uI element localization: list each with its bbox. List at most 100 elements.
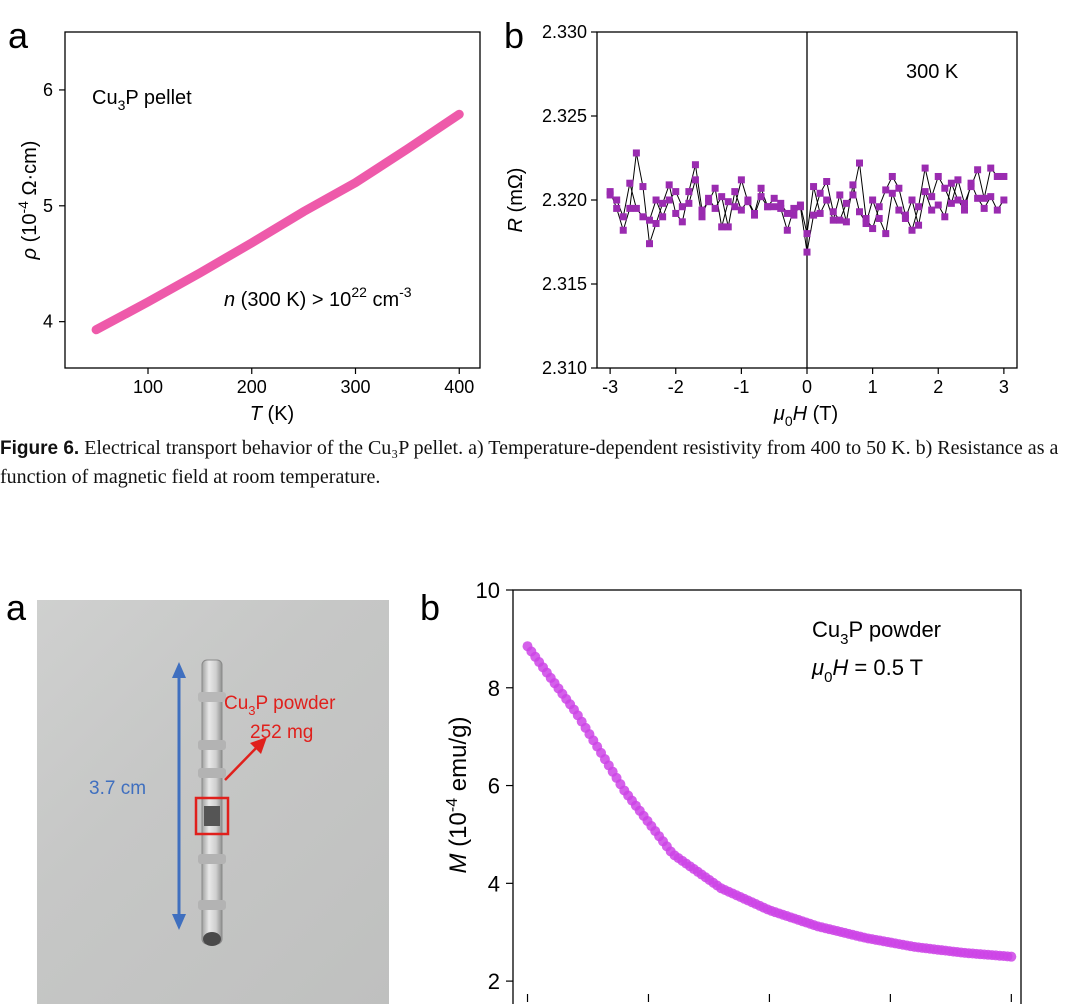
fig6b-data-point xyxy=(770,203,778,211)
fig6b-data-point xyxy=(731,188,739,196)
fig6b-data-point xyxy=(810,183,818,191)
fig6b-data-point xyxy=(737,176,745,184)
fig6b-data-point xyxy=(770,194,778,202)
fig7b-y-tick-label: 10 xyxy=(476,578,500,603)
fig6b-data-point xyxy=(816,189,824,197)
fig6b-data-point xyxy=(974,194,982,202)
fig6b-y-tick-label: 2.325 xyxy=(542,106,587,126)
fig6a-x-tick-label: 100 xyxy=(133,377,163,397)
fig6b-data-point xyxy=(810,211,818,219)
fig6-panel-a-letter: a xyxy=(8,15,29,56)
fig6b-chart: -3 -2 -1 0 1 2 3 2.310 2.315 2.320 2.325 2.330 300… xyxy=(505,22,1018,429)
fig7b-y-tick-label: 4 xyxy=(488,871,500,896)
fig6a-y-tick-label: 5 xyxy=(43,196,53,216)
fig6a-x-tick-label: 400 xyxy=(444,377,474,397)
fig6a-x-tick-label: 200 xyxy=(237,377,267,397)
fig6b-y-tick-label: 2.330 xyxy=(542,22,587,42)
fig6b-data-point xyxy=(685,199,693,207)
scale-label: 3.7 cm xyxy=(89,778,146,799)
fig6b-data-point xyxy=(777,199,785,207)
fig6b-data-point xyxy=(895,206,903,214)
fig7b-y-tick-label: 2 xyxy=(488,969,500,994)
fig7b-y-axis-label: M (10-4 emu/g) xyxy=(444,717,472,874)
fig6b-data-point xyxy=(705,194,713,202)
fig7b-chart: 2 4 6 8 10 Cu3P powder μ0H = 0.5 T M (10-4 e… xyxy=(444,578,1022,1004)
straw-clip xyxy=(198,740,226,750)
fig6b-data-point xyxy=(672,188,680,196)
fig6b-data-point xyxy=(724,198,732,206)
fig6b-x-tick-label: 3 xyxy=(999,377,1009,397)
fig6b-x-tick-label: -3 xyxy=(602,377,618,397)
fig6b-annotation-temperature: 300 K xyxy=(906,61,959,83)
fig6b-x-tick-label: 1 xyxy=(868,377,878,397)
fig6b-data-point xyxy=(737,206,745,214)
fig6a-resistivity-line xyxy=(91,109,464,335)
fig6b-data-point xyxy=(967,179,975,187)
fig7-panel-b-letter: b xyxy=(420,587,440,628)
fig6b-data-point xyxy=(678,203,686,211)
fig6b-data-point xyxy=(751,209,758,217)
fig6b-data-point xyxy=(816,209,824,217)
fig6b-data-point xyxy=(744,196,752,204)
fig6b-y-tick-label: 2.315 xyxy=(542,274,587,294)
fig6b-data-point xyxy=(862,220,870,228)
straw-end-cap xyxy=(203,932,221,946)
fig6b-data-point xyxy=(783,226,791,234)
scale-arrow-head-top xyxy=(172,662,186,678)
fig6a-y-axis-label: ρ (10-4 Ω·cm) xyxy=(15,141,41,261)
fig6b-y-tick-label: 2.320 xyxy=(542,190,587,210)
fig6b-data-point xyxy=(908,226,916,234)
fig6b-data-point xyxy=(974,166,982,174)
fig6b-data-point xyxy=(980,194,988,202)
fig6b-x-tick-label: -1 xyxy=(733,377,749,397)
fig6b-data-point xyxy=(757,193,765,201)
fig6b-data-point xyxy=(659,199,667,207)
fig6b-data-point xyxy=(665,181,673,189)
fig6b-data-point xyxy=(613,196,621,204)
fig6a-plot-frame xyxy=(64,31,481,369)
fig6b-x-tick-label: 0 xyxy=(802,377,812,397)
fig6b-data-point xyxy=(698,206,706,214)
fig6b-data-point xyxy=(691,161,699,169)
fig6b-data-point xyxy=(691,176,699,184)
fig6b-data-point xyxy=(888,172,896,180)
fig6b-x-tick-label: -2 xyxy=(668,377,684,397)
fig6b-y-axis-label: R (mΩ) xyxy=(505,168,527,233)
fig6b-data-point xyxy=(764,203,772,211)
fig6b-data-point xyxy=(947,199,955,207)
fig6b-data-point xyxy=(829,208,837,216)
fig6b-data-point xyxy=(685,188,693,196)
fig6b-data-point xyxy=(921,188,929,196)
fig6b-data-point xyxy=(790,211,798,219)
fig6b-data-point xyxy=(632,204,640,212)
fig6b-data-point xyxy=(652,196,660,204)
fig6b-x-tick-label: 2 xyxy=(933,377,943,397)
fig6b-data-point xyxy=(915,221,923,229)
fig6b-data-point xyxy=(711,184,719,192)
fig6b-data-point xyxy=(921,164,929,172)
fig6b-data-point xyxy=(823,196,831,204)
fig6b-data-point xyxy=(980,204,988,212)
fig6b-data-point xyxy=(796,201,804,209)
fig6b-data-point xyxy=(928,206,936,214)
fig6b-data-point xyxy=(803,230,811,238)
fig6a-x-axis-label: T (K) xyxy=(250,403,294,425)
fig6b-data-point xyxy=(888,189,896,197)
fig6b-data-point xyxy=(987,193,995,201)
sample-holder-illustration: 3.7 cm Cu3P powder 252 mg xyxy=(89,659,336,946)
fig6b-data-point xyxy=(954,176,962,184)
fig6b-data-point xyxy=(718,223,726,231)
fig6b-data-point xyxy=(606,191,614,199)
fig6b-data-point xyxy=(678,218,686,226)
fig6a-annotation-sample: Cu3P pellet xyxy=(92,87,192,113)
fig6b-data-point xyxy=(908,196,916,204)
fig6b-data-point xyxy=(757,184,765,192)
fig6b-data-point xyxy=(639,213,647,221)
fig6b-data-point xyxy=(646,216,653,224)
fig6b-data-point xyxy=(836,191,844,199)
fig6b-data-point xyxy=(829,216,837,224)
fig6b-data-point xyxy=(672,209,680,217)
fig6b-data-point xyxy=(803,248,811,256)
fig6b-data-point xyxy=(869,196,877,204)
